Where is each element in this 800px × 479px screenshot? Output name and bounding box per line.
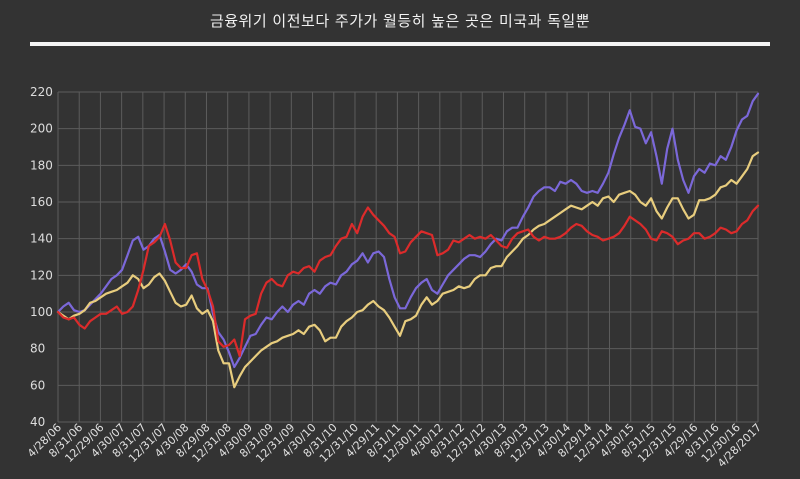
y-tick-label: 100 [30,305,53,319]
y-tick-label: 60 [30,378,45,392]
series-line-1 [56,92,760,369]
y-tick-label: 180 [30,158,53,172]
series-line-3 [56,204,760,358]
y-tick-label: 80 [30,342,45,356]
series-line-2 [56,151,760,389]
chart-title: 금융위기 이전보다 주가가 월등히 높은 곳은 미국과 독일뿐 [209,12,591,30]
y-tick-label: 220 [30,85,53,99]
y-tick-label: 120 [30,268,53,282]
y-tick-label: 200 [30,122,53,136]
y-tick-label: 160 [30,195,53,209]
y-tick-label: 140 [30,232,53,246]
title-underline [30,42,770,46]
y-tick-label: 40 [30,415,45,429]
